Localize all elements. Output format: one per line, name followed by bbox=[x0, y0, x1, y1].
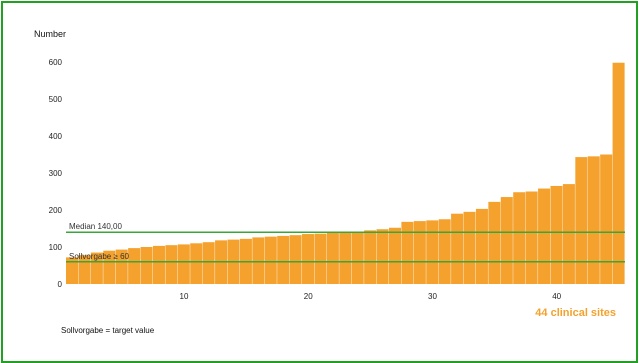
y-tick-label: 200 bbox=[49, 206, 63, 215]
y-tick-label: 100 bbox=[49, 243, 63, 252]
bar bbox=[152, 245, 165, 284]
bar bbox=[289, 235, 302, 284]
bar bbox=[314, 233, 327, 284]
bar bbox=[562, 184, 575, 284]
bar bbox=[612, 62, 625, 284]
reference-line-label: Sollvorgabe ≥ 60 bbox=[69, 252, 130, 261]
bar bbox=[326, 232, 339, 284]
bar bbox=[538, 188, 551, 284]
x-tick-label: 40 bbox=[552, 292, 561, 301]
bar bbox=[66, 257, 79, 284]
y-tick-label: 300 bbox=[49, 169, 63, 178]
bar bbox=[177, 244, 190, 284]
bar bbox=[587, 156, 600, 284]
bar bbox=[413, 221, 426, 284]
bar bbox=[351, 232, 364, 284]
y-tick-label: 400 bbox=[49, 132, 63, 141]
x-tick-label: 20 bbox=[304, 292, 313, 301]
reference-line-label: Median 140,00 bbox=[69, 222, 122, 231]
bar bbox=[451, 213, 464, 284]
bar bbox=[165, 245, 178, 284]
bar bbox=[513, 192, 526, 284]
bar bbox=[202, 242, 215, 284]
bar bbox=[277, 235, 290, 284]
y-tick-label: 600 bbox=[49, 58, 63, 67]
bar bbox=[115, 249, 128, 284]
bar bbox=[128, 248, 141, 284]
bar bbox=[388, 227, 401, 284]
bar bbox=[426, 220, 439, 284]
bar bbox=[103, 250, 116, 284]
y-tick-label: 0 bbox=[58, 280, 63, 289]
bar bbox=[339, 232, 352, 284]
bar bbox=[575, 157, 588, 284]
bar bbox=[525, 191, 538, 284]
bar bbox=[438, 219, 451, 284]
bar bbox=[463, 211, 476, 284]
bar bbox=[252, 237, 265, 284]
bar bbox=[401, 221, 414, 284]
bar bbox=[302, 234, 315, 284]
bar bbox=[475, 208, 488, 284]
bar bbox=[90, 252, 103, 284]
annotation-sites: 44 clinical sites bbox=[535, 307, 616, 319]
bar bbox=[364, 230, 377, 284]
bar bbox=[190, 243, 203, 284]
bar bbox=[488, 201, 501, 284]
reference-lines: Median 140,00 Sollvorgabe ≥ 60 bbox=[66, 222, 625, 263]
bar bbox=[140, 247, 153, 284]
x-tick-label: 10 bbox=[180, 292, 189, 301]
x-axis-ticks: 10 20 30 40 bbox=[180, 292, 562, 301]
x-tick-label: 30 bbox=[428, 292, 437, 301]
bar bbox=[600, 154, 613, 284]
bar bbox=[500, 197, 513, 284]
bar bbox=[550, 185, 563, 284]
y-tick-label: 500 bbox=[49, 95, 63, 104]
bar bbox=[264, 236, 277, 284]
y-axis-ticks: 0 100 200 300 400 500 600 bbox=[49, 58, 63, 289]
bars bbox=[66, 62, 625, 284]
bar bbox=[376, 229, 389, 284]
y-axis-label: Number bbox=[34, 29, 66, 39]
footnote: Sollvorgabe = target value bbox=[61, 326, 155, 335]
